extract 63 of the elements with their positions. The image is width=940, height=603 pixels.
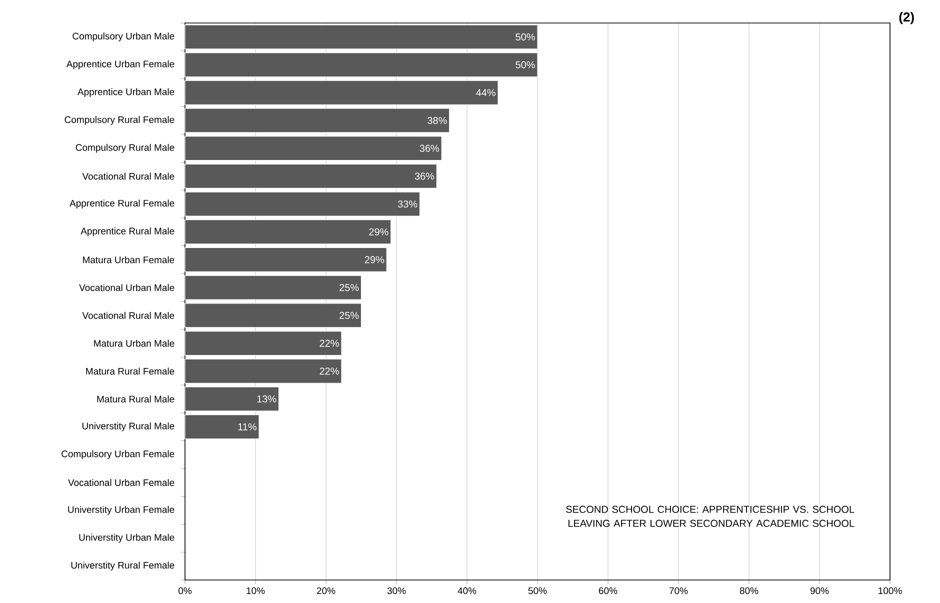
data-label: 25% [340, 284, 359, 292]
y-tick-label: Matura Urban Male [94, 340, 174, 347]
bar [184, 303, 362, 328]
y-tick-label: Universtity Urban Female [68, 506, 174, 515]
x-tick-label: 90% [810, 587, 829, 594]
bar [184, 80, 498, 105]
x-tick-label: 40% [458, 587, 476, 594]
y-tick-label: Matura Urban Female [83, 256, 174, 264]
y-tick-label: Universtity Rural Female [71, 562, 174, 570]
x-tick-label: 50% [528, 587, 547, 594]
y-tick-label: Apprentice Rural Female [70, 200, 174, 208]
y-tick-label: Vocational Urban Male [79, 284, 174, 292]
data-label: 36% [414, 172, 434, 180]
data-label: 38% [428, 116, 447, 124]
x-tick-label: 60% [598, 587, 618, 594]
annotation: SECOND SCHOOL CHOICE: APPRENTICESHIP VS. SCHOOL LEAVING AFTER LOWER SECONDARY ACADEMIC SCHOOL [566, 506, 854, 527]
y-tick-label: Compulsory Urban Male [72, 32, 174, 42]
bar [184, 136, 442, 161]
bar [184, 164, 437, 188]
y-tick-label: Matura Rural Male [97, 395, 174, 402]
chart-title: (2) [899, 12, 914, 24]
data-label: 13% [257, 395, 276, 403]
x-tick-label: 80% [740, 587, 758, 594]
bar [184, 275, 362, 300]
y-tick-label: Compulsory Rural Male [76, 144, 174, 153]
data-label: 44% [476, 89, 496, 96]
data-label: 36% [420, 144, 440, 152]
y-tick-label: Apprentice Urban Male [77, 88, 174, 98]
bar [184, 386, 280, 412]
x-tick-label: 20% [316, 587, 336, 594]
y-tick-label: Vocational Rural Male [82, 312, 174, 319]
x-tick-label: 30% [387, 587, 406, 594]
x-tick-label: 0% [178, 587, 192, 594]
y-tick-label: Vocational Rural Male [82, 172, 174, 180]
y-tick-label: Universtity Rural Male [82, 422, 174, 432]
data-label: 29% [369, 228, 388, 236]
bar [184, 414, 260, 440]
y-tick-label: Matura Rural Female [86, 368, 174, 375]
bar [184, 358, 342, 384]
data-label: 33% [398, 200, 418, 208]
y-tick-label: Compulsory Rural Female [64, 116, 174, 125]
bar [184, 330, 342, 356]
bar [184, 24, 538, 50]
y-tick-label: Apprentice Urban Female [66, 60, 174, 70]
data-label: 29% [364, 256, 384, 264]
data-label: 50% [516, 33, 535, 40]
data-label: 11% [238, 423, 256, 430]
y-tick-label: Universtity Urban Male [79, 534, 174, 543]
data-label: 50% [516, 61, 535, 68]
x-tick-label: 100% [878, 587, 902, 594]
y-tick-label: Compulsory Urban Female [62, 450, 174, 460]
bar [184, 52, 538, 78]
bar [184, 108, 450, 133]
data-label: 22% [320, 340, 339, 347]
x-tick-label: 70% [669, 587, 688, 594]
bar [184, 220, 392, 244]
y-tick-label: Apprentice Rural Male [80, 227, 174, 236]
y-tick-label: Vocational Urban Female [68, 479, 174, 486]
data-label: 25% [340, 312, 359, 319]
x-tick-label: 10% [246, 587, 265, 594]
bar [184, 192, 420, 216]
bar [184, 247, 387, 272]
data-label: 22% [320, 368, 339, 375]
